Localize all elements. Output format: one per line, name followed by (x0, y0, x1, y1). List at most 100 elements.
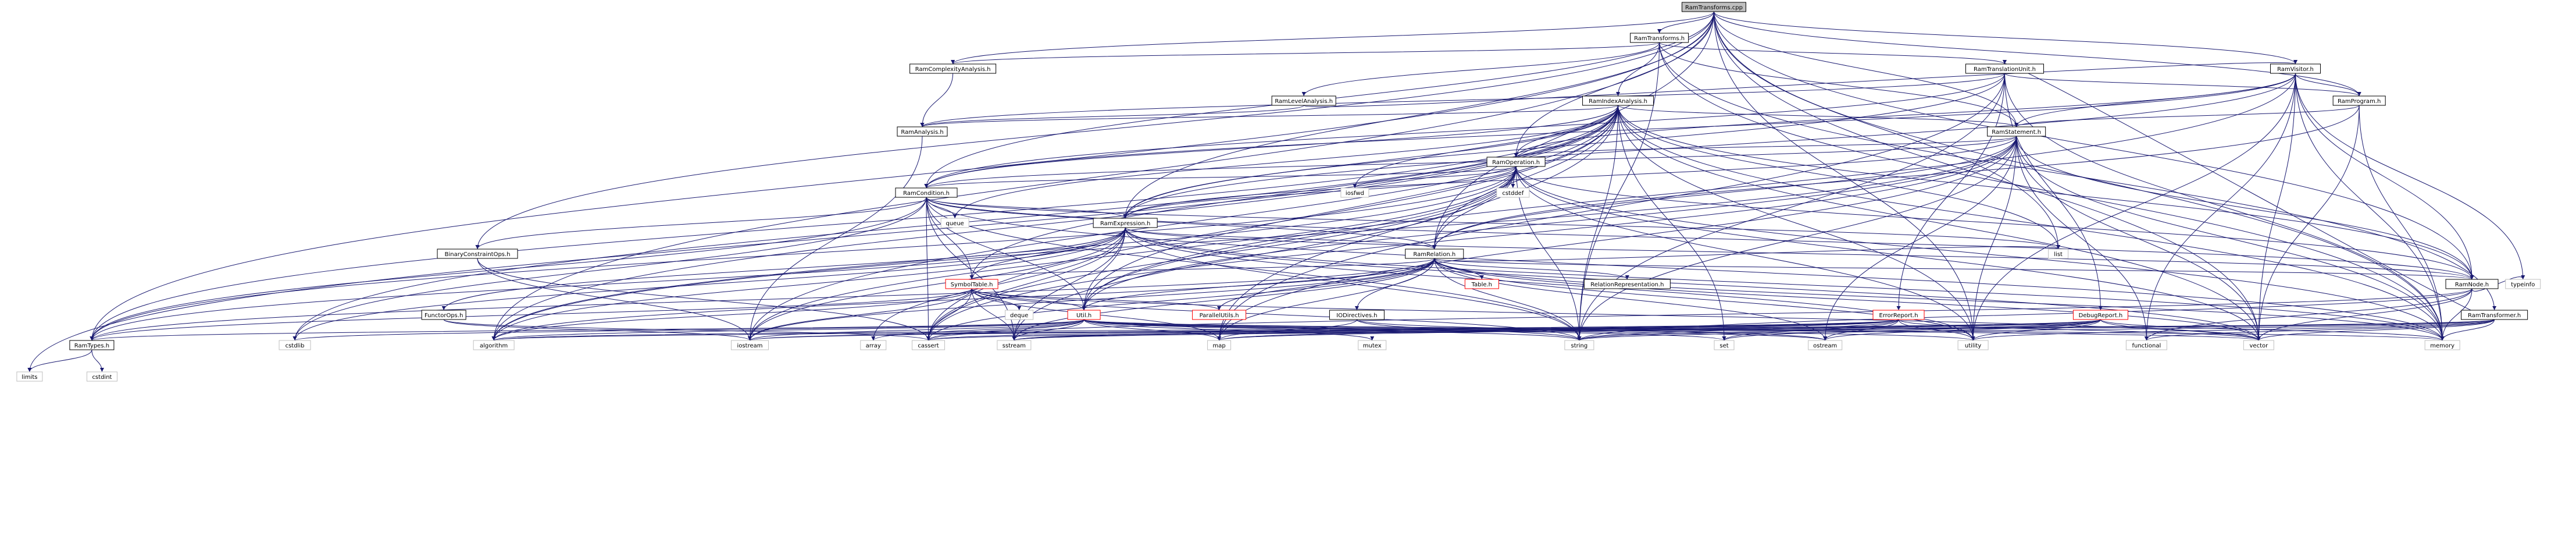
node-label-dr: DebugReport.h (2079, 313, 2123, 319)
node-deque: deque (1005, 310, 1034, 320)
node-typeinfo: typeinfo (2505, 279, 2541, 289)
edge-rcond-to-st (926, 197, 974, 280)
edge-rtf-to-vector (2257, 319, 2495, 341)
node-box-bco (437, 249, 518, 259)
node-rtu[interactable]: RamTranslationUnit.h (1965, 63, 2045, 74)
edge-rcond-to-bco (475, 197, 927, 250)
edge-rv-to-rs (2014, 73, 2296, 127)
edge-rtypes-to-limits (27, 349, 92, 372)
node-box-rv (2270, 63, 2321, 74)
edge-util-to-rtypes (90, 319, 1084, 341)
node-tbl[interactable]: Table.h (1464, 279, 1499, 289)
edge-rs-to-functional (2016, 136, 2149, 341)
edge-rtf-to-string (1577, 319, 2495, 341)
edge-rtf-to-algorithm (492, 319, 2495, 341)
nodes-layer: RamTransforms.cpp RamTransforms.h RamCompl… (16, 2, 2541, 382)
edge-util-to-map (1083, 319, 1221, 341)
node-rp[interactable]: RamProgram.h (2332, 95, 2386, 106)
edge-cpp-to-rca (951, 11, 1714, 65)
edge-rcond-to-queue (926, 197, 957, 219)
edge-rexpr-to-array (871, 227, 1126, 341)
node-label-iostream: iostream (737, 343, 763, 349)
node-dr[interactable]: DebugReport.h (2072, 310, 2128, 320)
node-box-relrep (1583, 279, 1671, 289)
edge-rrel-to-string (1434, 258, 1582, 341)
node-rla[interactable]: RamLevelAnalysis.h (1271, 95, 1336, 106)
edge-st-to-string (971, 288, 1582, 341)
edge-rtf-to-utility (1971, 319, 2495, 341)
node-util[interactable]: Util.h (1067, 310, 1101, 320)
node-box-cassert (912, 340, 946, 350)
edge-rs-to-map (1217, 136, 2017, 341)
node-ro[interactable]: RamOperation.h (1486, 157, 1546, 167)
edge-rtu-to-ra (920, 73, 2005, 127)
edge-rs-to-vector (2016, 136, 2261, 341)
edge-st-to-algorithm (491, 288, 972, 341)
node-box-rrel (1405, 249, 1464, 259)
node-relrep[interactable]: RelationRepresentation.h (1583, 279, 1671, 289)
edge-er-to-algorithm (492, 319, 1899, 341)
edge-ro-to-sstream (1012, 166, 1517, 341)
node-box-algorithm (473, 340, 515, 350)
node-rv[interactable]: RamVisitor.h (2270, 63, 2321, 74)
edge-util-to-algorithm (492, 319, 1084, 341)
edge-ria-to-string (1577, 105, 1619, 341)
node-ria[interactable]: RamIndexAnalysis.h (1582, 95, 1654, 106)
node-st[interactable]: SymbolTable.h (945, 279, 998, 289)
node-rt[interactable]: RamTransforms.h (1630, 33, 1689, 43)
node-box-sstream (997, 340, 1032, 350)
node-iod[interactable]: IODirectives.h (1329, 310, 1385, 320)
edge-rnode-to-cassert (926, 288, 2472, 341)
edge-ria-to-rcond (924, 105, 1619, 189)
node-rnode[interactable]: RamNode.h (2445, 279, 2499, 289)
node-pu[interactable]: ParallelUtils.h (1192, 310, 1247, 320)
node-ra[interactable]: RamAnalysis.h (897, 126, 948, 137)
edge-iod-to-ostream (1356, 319, 1827, 341)
edge-rcond-to-util (926, 197, 1086, 311)
node-rexpr[interactable]: RamExpression.h (1093, 218, 1158, 228)
node-box-ostream (1808, 340, 1843, 350)
node-box-pu (1192, 310, 1247, 320)
node-box-ra (897, 126, 948, 137)
node-label-rtu: RamTranslationUnit.h (1974, 66, 2036, 73)
node-box-rexpr (1093, 218, 1158, 228)
edge-rrel-to-util (1082, 258, 1435, 311)
node-label-vector: vector (2250, 343, 2269, 349)
node-limits: limits (16, 371, 43, 382)
edge-cpp-to-rt (1657, 11, 1714, 34)
edge-rtu-to-er (1896, 73, 2005, 311)
node-rrel[interactable]: RamRelation.h (1405, 249, 1464, 259)
edge-cpp-to-rv (1713, 11, 2297, 65)
node-cpp[interactable]: RamTransforms.cpp (1681, 2, 1746, 12)
node-rcond[interactable]: RamCondition.h (895, 187, 958, 198)
edge-rexpr-to-rrel (1125, 227, 1437, 250)
edge-rexpr-to-cassert (926, 227, 1126, 341)
node-rtypes[interactable]: RamTypes.h (69, 340, 115, 350)
node-fops[interactable]: FunctorOps.h (421, 310, 466, 320)
node-label-rnode: RamNode.h (2455, 282, 2489, 288)
edge-cpp-to-rp (1713, 11, 2361, 97)
node-box-rnode (2445, 279, 2499, 289)
node-rs[interactable]: RamStatement.h (1987, 126, 2046, 137)
node-label-fops: FunctorOps.h (424, 313, 463, 319)
node-box-rs (1987, 126, 2046, 137)
node-label-memory: memory (2430, 343, 2454, 349)
edge-rtu-to-memory (2004, 73, 2445, 341)
edge-ro-to-rnode (1515, 166, 2474, 280)
edge-dr-to-iostream (748, 319, 2101, 341)
edge-util-to-cstdlib (293, 319, 1084, 341)
edge-ro-to-memory (1515, 166, 2445, 341)
edge-ro-to-utility (1515, 166, 1975, 341)
edge-dr-to-set (1722, 319, 2101, 341)
node-bco[interactable]: BinaryConstraintOps.h (437, 249, 518, 259)
edge-rtu-to-rcond (924, 73, 2005, 189)
node-rtf[interactable]: RamTransformer.h (2461, 310, 2528, 320)
edge-rs-to-string (1577, 136, 2017, 341)
edge-ro-to-rtypes (90, 166, 1517, 341)
node-queue: queue (940, 218, 969, 228)
node-rca[interactable]: RamComplexityAnalysis.h (909, 63, 997, 74)
node-ostream: ostream (1808, 340, 1843, 350)
edge-dr-to-string (1577, 319, 2101, 341)
node-er[interactable]: ErrorReport.h (1872, 310, 1925, 320)
node-box-rtf (2461, 310, 2528, 320)
